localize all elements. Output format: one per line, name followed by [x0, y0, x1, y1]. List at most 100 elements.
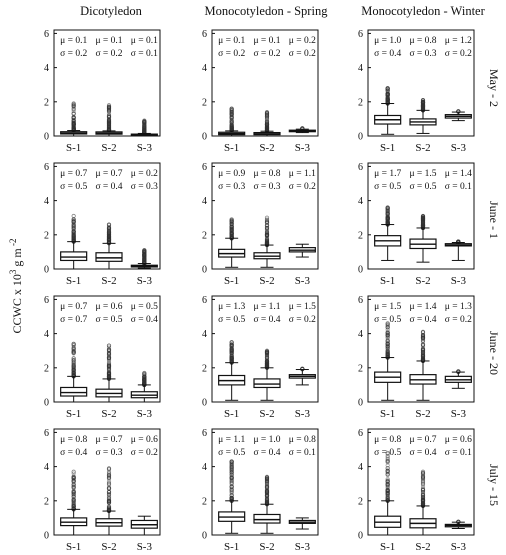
outlier-point — [142, 127, 147, 132]
outlier-point — [106, 356, 112, 361]
y-tick-label: 6 — [44, 295, 49, 306]
outlier-point — [142, 376, 147, 382]
outlier-point — [264, 355, 270, 361]
y-tick-label: 4 — [202, 462, 207, 473]
outlier-point — [106, 126, 112, 131]
outlier-point — [229, 227, 234, 232]
outlier-point — [71, 235, 76, 240]
outlier-point — [420, 100, 426, 105]
outlier-point — [106, 372, 112, 377]
outlier-point — [142, 122, 147, 128]
outlier-point — [420, 220, 426, 225]
outlier-point — [420, 338, 426, 343]
mu-annotation: μ = 0.5 — [131, 302, 158, 312]
outlier-point — [106, 374, 112, 379]
outlier-point — [229, 111, 234, 116]
outlier-point — [106, 119, 112, 124]
x-category-label: S-1 — [224, 408, 239, 420]
y-tick-label: 0 — [202, 265, 207, 276]
outlier-point — [420, 106, 426, 111]
box-s-2 — [409, 97, 437, 134]
outlier-point — [420, 329, 426, 335]
outlier-point — [229, 463, 234, 468]
outlier-point — [71, 218, 76, 224]
outlier-point — [420, 104, 426, 109]
outlier-point — [229, 459, 234, 464]
panel-frame — [367, 162, 475, 270]
outlier-point — [142, 253, 147, 258]
box-s-3 — [288, 517, 316, 530]
outlier-point — [71, 478, 76, 483]
outlier-point — [142, 374, 147, 379]
outlier-point — [420, 481, 426, 486]
outlier-point — [420, 221, 426, 226]
y-tick-label: 6 — [44, 162, 49, 173]
outlier-point — [142, 126, 147, 131]
outlier-point — [264, 120, 270, 125]
outlier-point — [229, 226, 234, 231]
outlier-point — [106, 226, 112, 231]
outlier-point — [106, 354, 112, 360]
mu-annotation: μ = 0.8 — [289, 435, 316, 445]
y-axis-label-sup2: -2 — [8, 239, 18, 249]
outlier-point — [229, 109, 234, 114]
outlier-point — [229, 355, 234, 360]
outlier-point — [385, 350, 390, 355]
outlier-point — [106, 470, 112, 476]
outlier-point — [264, 361, 270, 366]
outlier-point — [385, 495, 390, 500]
outlier-point — [385, 346, 390, 351]
outlier-point — [385, 207, 390, 212]
outlier-point — [229, 355, 234, 361]
outlier-point — [71, 220, 76, 225]
outlier-point — [385, 93, 390, 98]
outlier-point — [106, 236, 112, 241]
box-s-2 — [95, 343, 123, 403]
outlier-point — [71, 370, 76, 375]
outlier-point — [385, 92, 390, 98]
outlier-point — [106, 355, 112, 360]
outlier-point — [71, 121, 76, 127]
outlier-point — [420, 222, 426, 227]
outlier-point — [385, 469, 390, 474]
outlier-point — [264, 229, 270, 235]
outlier-point — [229, 108, 234, 113]
y-tick-label: 2 — [202, 363, 207, 374]
outlier-point — [385, 95, 390, 101]
outlier-point — [229, 466, 234, 471]
y-axis-label-unit: g m — [10, 248, 24, 270]
outlier-point — [420, 100, 426, 105]
y-tick-label: 4 — [358, 63, 363, 74]
outlier-point — [420, 103, 426, 108]
outlier-point — [106, 122, 112, 127]
outlier-point — [420, 476, 426, 481]
outlier-point — [142, 375, 147, 381]
outlier-point — [229, 493, 234, 498]
outlier-point — [385, 96, 390, 102]
outlier-point — [106, 345, 112, 350]
sigma-annotation: σ = 0.5 — [409, 182, 436, 192]
outlier-point — [106, 234, 112, 239]
column-title-monocot-winter: Monocotyledon - Winter — [361, 4, 485, 18]
outlier-point — [385, 98, 390, 104]
outlier-point — [142, 256, 147, 262]
outlier-point — [229, 342, 234, 347]
mu-annotation: μ = 1.1 — [289, 169, 316, 179]
outlier-point — [385, 218, 390, 224]
outlier-point — [264, 480, 270, 485]
outlier-point — [71, 501, 76, 506]
outlier-point — [229, 350, 234, 356]
outlier-point — [385, 217, 390, 222]
outlier-point — [385, 91, 390, 96]
mu-annotation: μ = 0.1 — [60, 36, 87, 46]
outlier-point — [420, 491, 426, 496]
outlier-point — [264, 239, 270, 244]
outlier-point — [229, 119, 234, 124]
outlier-point — [385, 216, 390, 221]
outlier-point — [385, 217, 390, 222]
outlier-point — [106, 499, 112, 504]
outlier-point — [229, 349, 234, 354]
outlier-point — [264, 126, 270, 131]
x-category-label: S-2 — [259, 275, 274, 287]
